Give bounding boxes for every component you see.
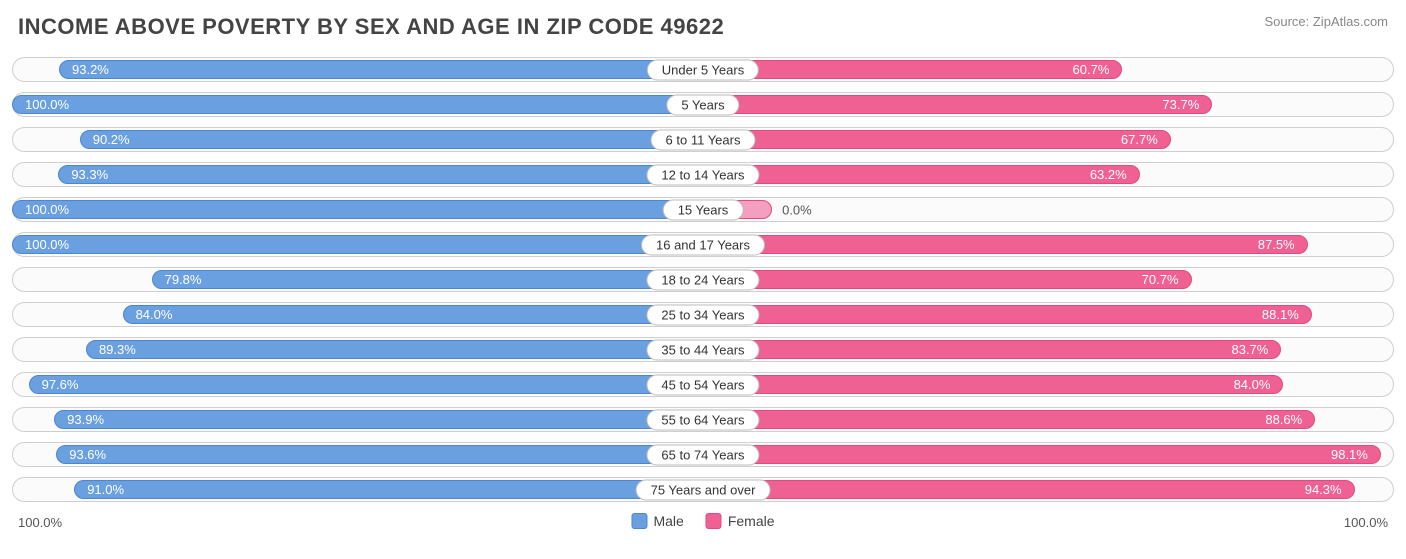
category-label: 55 to 64 Years (646, 409, 759, 430)
chart-row: 89.3% 83.7% 35 to 44 Years (12, 334, 1394, 365)
female-bar: 73.7% (703, 95, 1212, 114)
category-label: 35 to 44 Years (646, 339, 759, 360)
male-bar: 97.6% (29, 375, 703, 394)
male-bar: 93.3% (58, 165, 703, 184)
male-value-label: 90.2% (93, 132, 130, 147)
male-bar: 89.3% (86, 340, 703, 359)
axis-label-right: 100.0% (1344, 515, 1388, 530)
female-bar: 84.0% (703, 375, 1283, 394)
chart-rows: 93.2% 60.7% Under 5 Years 100.0% 73.7% 5 Year… (12, 54, 1394, 505)
male-bar: 93.6% (56, 445, 703, 464)
category-label: 65 to 74 Years (646, 444, 759, 465)
chart-row: 100.0% 0.0% 15 Years (12, 194, 1394, 225)
category-label: 45 to 54 Years (646, 374, 759, 395)
chart-row: 93.9% 88.6% 55 to 64 Years (12, 404, 1394, 435)
male-value-label: 97.6% (42, 377, 79, 392)
chart-footer: 100.0% Male Female 100.0% (12, 509, 1394, 539)
male-bar: 84.0% (123, 305, 703, 324)
male-bar: 90.2% (80, 130, 703, 149)
category-label: 16 and 17 Years (641, 234, 765, 255)
female-value-label: 94.3% (1305, 482, 1342, 497)
legend-label-female: Female (728, 513, 775, 529)
female-value-label: 84.0% (1234, 377, 1271, 392)
legend-item-female: Female (706, 513, 775, 529)
female-value-label: 87.5% (1258, 237, 1295, 252)
category-label: 75 Years and over (636, 479, 771, 500)
male-bar: 100.0% (12, 200, 703, 219)
source-attribution: Source: ZipAtlas.com (1264, 14, 1388, 29)
male-value-label: 93.3% (71, 167, 108, 182)
chart-row: 84.0% 88.1% 25 to 34 Years (12, 299, 1394, 330)
legend-item-male: Male (631, 513, 683, 529)
chart-row: 93.3% 63.2% 12 to 14 Years (12, 159, 1394, 190)
male-value-label: 79.8% (165, 272, 202, 287)
category-label: 25 to 34 Years (646, 304, 759, 325)
female-value-label: 63.2% (1090, 167, 1127, 182)
chart-row: 100.0% 87.5% 16 and 17 Years (12, 229, 1394, 260)
chart-row: 93.6% 98.1% 65 to 74 Years (12, 439, 1394, 470)
category-label: Under 5 Years (647, 59, 759, 80)
male-bar: 79.8% (152, 270, 703, 289)
male-value-label: 89.3% (99, 342, 136, 357)
female-bar: 88.6% (703, 410, 1315, 429)
male-bar: 93.2% (59, 60, 703, 79)
male-value-label: 84.0% (136, 307, 173, 322)
legend: Male Female (631, 513, 774, 529)
category-label: 15 Years (663, 199, 744, 220)
female-value-label: 60.7% (1073, 62, 1110, 77)
female-swatch-icon (706, 513, 722, 529)
female-value-label: 88.1% (1262, 307, 1299, 322)
male-value-label: 100.0% (25, 97, 69, 112)
category-label: 18 to 24 Years (646, 269, 759, 290)
axis-label-left: 100.0% (18, 515, 62, 530)
chart-title: INCOME ABOVE POVERTY BY SEX AND AGE IN Z… (18, 14, 1394, 40)
category-label: 6 to 11 Years (651, 129, 756, 150)
female-value-label: 0.0% (782, 202, 812, 217)
female-value-label: 73.7% (1162, 97, 1199, 112)
female-value-label: 88.6% (1265, 412, 1302, 427)
female-bar: 87.5% (703, 235, 1308, 254)
female-bar: 70.7% (703, 270, 1192, 289)
male-value-label: 93.2% (72, 62, 109, 77)
male-swatch-icon (631, 513, 647, 529)
female-bar: 67.7% (703, 130, 1171, 149)
female-bar: 88.1% (703, 305, 1312, 324)
male-bar: 100.0% (12, 95, 703, 114)
female-bar: 60.7% (703, 60, 1122, 79)
male-bar: 91.0% (74, 480, 703, 499)
female-bar: 63.2% (703, 165, 1140, 184)
category-label: 12 to 14 Years (646, 164, 759, 185)
female-bar: 94.3% (703, 480, 1355, 499)
female-value-label: 70.7% (1142, 272, 1179, 287)
legend-label-male: Male (653, 513, 683, 529)
female-value-label: 83.7% (1231, 342, 1268, 357)
chart-row: 91.0% 94.3% 75 Years and over (12, 474, 1394, 505)
chart-row: 90.2% 67.7% 6 to 11 Years (12, 124, 1394, 155)
female-bar: 83.7% (703, 340, 1281, 359)
female-value-label: 67.7% (1121, 132, 1158, 147)
chart-row: 100.0% 73.7% 5 Years (12, 89, 1394, 120)
category-label: 5 Years (666, 94, 739, 115)
male-value-label: 93.6% (69, 447, 106, 462)
male-value-label: 93.9% (67, 412, 104, 427)
male-value-label: 100.0% (25, 202, 69, 217)
male-value-label: 91.0% (87, 482, 124, 497)
male-bar: 100.0% (12, 235, 703, 254)
female-bar: 98.1% (703, 445, 1381, 464)
chart-row: 93.2% 60.7% Under 5 Years (12, 54, 1394, 85)
chart-row: 79.8% 70.7% 18 to 24 Years (12, 264, 1394, 295)
chart-row: 97.6% 84.0% 45 to 54 Years (12, 369, 1394, 400)
male-bar: 93.9% (54, 410, 703, 429)
male-value-label: 100.0% (25, 237, 69, 252)
female-value-label: 98.1% (1331, 447, 1368, 462)
